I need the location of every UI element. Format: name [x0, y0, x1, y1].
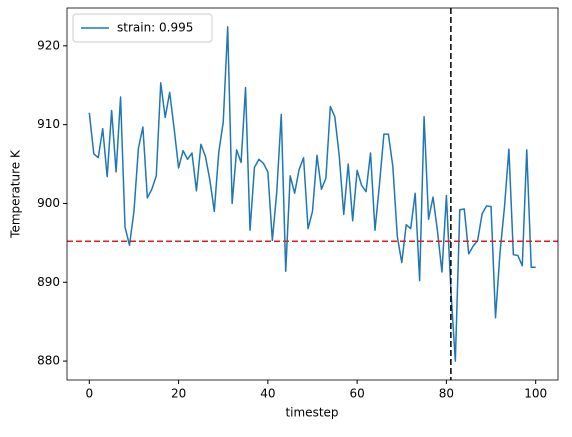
x-tick-label: 0 [85, 387, 93, 401]
y-tick-label: 920 [37, 38, 60, 52]
legend-box [72, 13, 213, 43]
x-axis-label: timestep [285, 406, 338, 420]
y-axis-label: Temperature K [9, 149, 23, 239]
y-tick-label: 900 [37, 196, 60, 210]
legend-label: strain: 0.995 [117, 21, 193, 35]
x-tick-label: 80 [439, 387, 454, 401]
plot-frame [66, 7, 559, 381]
x-tick-label: 40 [260, 387, 275, 401]
x-tick-label: 60 [349, 387, 364, 401]
x-tick-label: 100 [524, 387, 547, 401]
y-tick-label: 890 [37, 275, 60, 289]
data-line [88, 26, 536, 362]
y-tick-label: 880 [37, 354, 60, 368]
x-tick-label: 20 [171, 387, 186, 401]
y-tick-label: 910 [37, 117, 60, 131]
